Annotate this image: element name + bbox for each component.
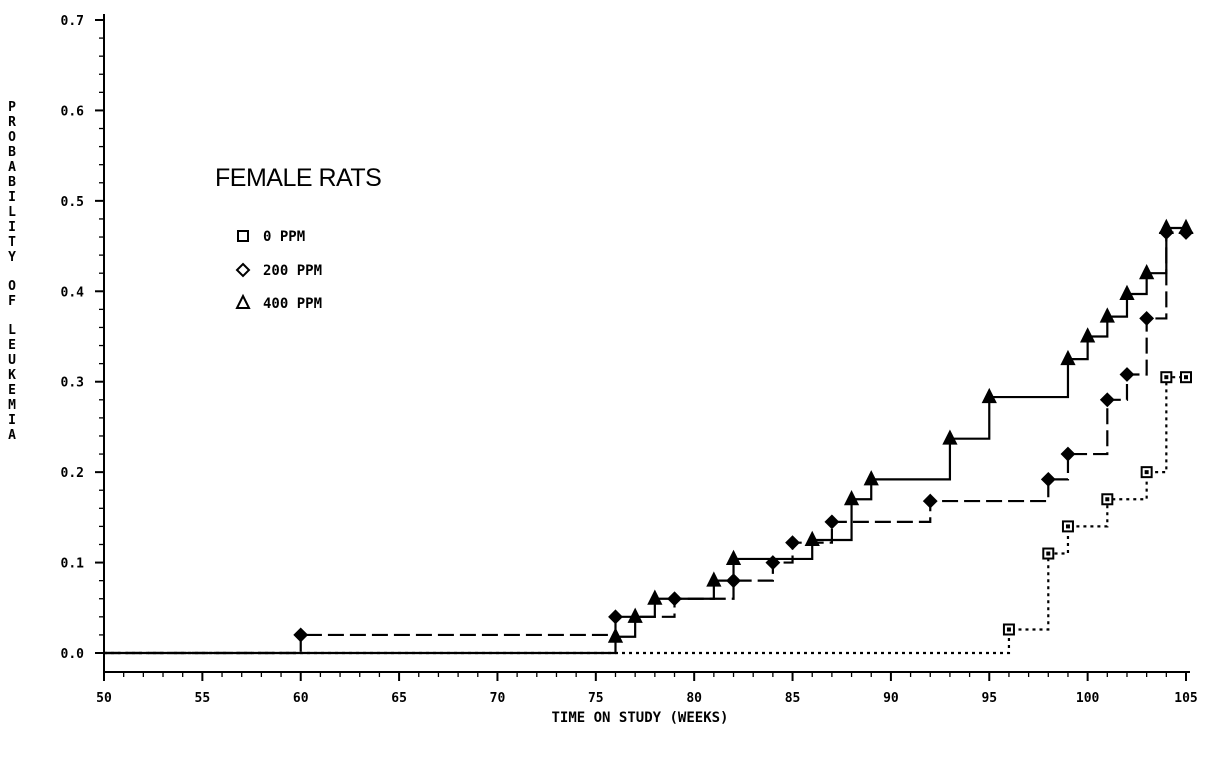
y-label-letter: R: [8, 115, 16, 130]
x-tick-label: 85: [785, 691, 801, 706]
legend-label: 0 PPM: [263, 229, 305, 245]
y-label-letter: L: [8, 323, 16, 338]
y-label-letter: A: [8, 428, 16, 443]
diamond-marker: [1119, 367, 1135, 382]
y-label-gap: [4, 309, 20, 323]
square-marker-dot: [1065, 524, 1070, 529]
triangle-marker: [843, 490, 860, 506]
y-label-letter: E: [8, 338, 16, 353]
triangle-marker: [1099, 307, 1115, 323]
y-label-letter: M: [8, 398, 16, 413]
legend: 0 PPM 200 PPM 400 PPM: [235, 229, 322, 312]
diamond-marker: [667, 591, 682, 607]
triangle-marker: [1119, 284, 1135, 300]
triangle-marker: [1139, 263, 1155, 280]
x-axis-label: TIME ON STUDY (WEEKS): [551, 710, 728, 726]
diamond-marker: [1099, 392, 1115, 408]
diamond-marker: [293, 627, 309, 643]
y-label-letter: B: [8, 145, 16, 160]
triangle-marker: [1178, 218, 1194, 234]
y-tick-label: 0.4: [61, 285, 85, 300]
diamond-marker: [824, 514, 840, 530]
triangle-marker: [607, 627, 624, 643]
square-marker-dot: [1046, 551, 1051, 556]
triangle-marker: [235, 293, 251, 309]
y-label-gap: [4, 265, 20, 279]
y-label-letter: F: [8, 294, 16, 309]
y-label-letter: E: [8, 383, 16, 398]
triangle-marker: [804, 530, 820, 546]
square-marker-dot: [1006, 627, 1011, 632]
y-label-letter: O: [8, 279, 16, 294]
legend-label: 200 PPM: [263, 263, 322, 279]
y-label-letter: I: [8, 190, 16, 205]
y-tick-label: 0.7: [61, 14, 84, 29]
y-label-letter: I: [8, 413, 16, 428]
y-tick-label: 0.2: [61, 466, 84, 481]
y-label-letter: P: [8, 100, 16, 115]
y-label-letter: T: [8, 235, 16, 250]
triangle-marker: [863, 470, 879, 486]
square-marker-dot: [1105, 497, 1110, 502]
y-label-letter: L: [8, 205, 16, 220]
y-tick-label: 0.3: [61, 376, 84, 391]
triangle-marker: [725, 549, 742, 565]
y-tick-label: 0.5: [61, 195, 84, 210]
triangle-marker: [1080, 327, 1096, 343]
triangle-marker: [1158, 218, 1174, 234]
x-tick-label: 65: [391, 691, 407, 706]
y-tick-label: 0.1: [61, 557, 85, 572]
triangle-marker: [647, 589, 663, 605]
x-tick-label: 90: [883, 691, 899, 706]
y-label-letter: K: [8, 368, 16, 383]
x-tick-label: 55: [195, 691, 211, 706]
x-tick-label: 70: [490, 691, 506, 706]
diamond-marker: [785, 535, 800, 551]
square-marker-dot: [1184, 375, 1188, 380]
diamond-marker: [765, 555, 781, 570]
square-marker-dot: [1144, 470, 1149, 475]
square-marker-dot: [1164, 375, 1169, 380]
triangle-marker: [981, 387, 997, 404]
triangle-marker: [1060, 349, 1076, 366]
diamond-marker: [235, 262, 251, 278]
series-line-triangle: [104, 226, 1186, 655]
y-label-letter: A: [8, 160, 16, 175]
y-label-letter: B: [8, 175, 16, 190]
triangle-marker: [942, 429, 958, 445]
diamond-marker: [1060, 446, 1076, 462]
triangle-marker: [706, 571, 722, 587]
x-tick-label: 60: [293, 691, 309, 706]
diamond-marker: [1139, 311, 1155, 326]
y-label-letter: Y: [8, 250, 16, 265]
square-marker: [237, 230, 249, 242]
x-tick-label: 50: [96, 691, 112, 706]
y-label-letter: I: [8, 220, 16, 235]
triangle-marker: [627, 607, 643, 623]
diamond-marker: [726, 573, 741, 589]
y-tick-label: 0.0: [61, 647, 85, 662]
legend-label: 400 PPM: [263, 296, 322, 312]
y-label-letter: U: [8, 353, 16, 368]
y-tick-label: 0.6: [61, 104, 85, 119]
diamond-marker: [922, 493, 938, 509]
chart-title: FEMALE RATS: [215, 164, 381, 192]
x-tick-label: 105: [1174, 691, 1197, 706]
series-line-square: [104, 376, 1186, 655]
x-tick-label: 100: [1076, 691, 1100, 706]
x-tick-label: 95: [981, 691, 997, 706]
y-label-letter: O: [8, 130, 16, 145]
diamond-marker: [1040, 471, 1056, 487]
x-tick-label: 75: [588, 691, 604, 706]
x-tick-label: 80: [686, 691, 702, 706]
diamond-marker: [608, 609, 623, 625]
